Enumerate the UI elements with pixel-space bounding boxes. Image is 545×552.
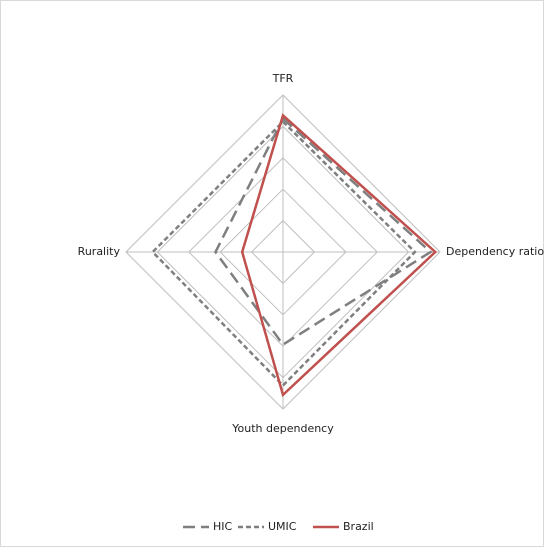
- legend-label: HIC: [213, 520, 233, 533]
- legend-label: Brazil: [343, 520, 374, 533]
- axis-label: Youth dependency: [231, 422, 334, 435]
- series-line: [214, 116, 433, 347]
- axis-label: TFR: [272, 72, 294, 85]
- axis-label: Dependency ratio: [446, 245, 544, 258]
- axis-label: Rurality: [78, 245, 121, 258]
- legend-label: UMIC: [268, 520, 297, 533]
- series-line: [240, 113, 438, 398]
- series-line: [150, 119, 417, 388]
